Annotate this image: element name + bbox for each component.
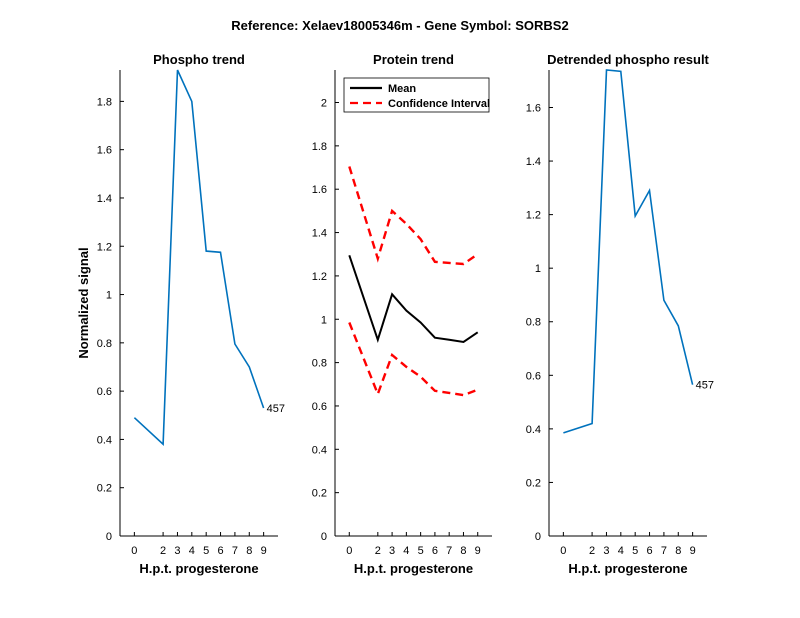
x-tick-label: 2 <box>589 545 595 557</box>
y-axis-label: Normalized signal <box>76 247 91 358</box>
panel-title: Detrended phospho result <box>547 52 709 67</box>
y-tick-label: 1 <box>321 314 327 326</box>
series-line-unnamed-0 <box>563 69 694 434</box>
x-axis-label: H.p.t. progesterone <box>139 561 258 576</box>
x-tick-label: 2 <box>160 545 166 557</box>
series-line-unnamed-2 <box>348 322 479 398</box>
x-tick-label: 0 <box>560 545 566 557</box>
y-tick-label: 1.8 <box>312 141 327 153</box>
x-tick-label: 6 <box>217 545 223 557</box>
x-tick-label: 0 <box>131 545 137 557</box>
y-tick-label: 0.8 <box>526 317 541 329</box>
y-tick-label: 1 <box>106 290 112 302</box>
x-tick-label: 6 <box>432 545 438 557</box>
x-axis-label: H.p.t. progesterone <box>354 561 473 576</box>
x-tick-label: 8 <box>460 545 466 557</box>
y-tick-label: 1.6 <box>97 145 112 157</box>
y-tick-label: 1.2 <box>97 241 112 253</box>
y-tick-label: 0.2 <box>526 477 541 489</box>
y-tick-label: 0 <box>535 531 541 543</box>
legend-entry: Confidence Interval <box>388 98 490 110</box>
figure-title: Reference: Xelaev18005346m - Gene Symbol… <box>231 18 568 33</box>
series-line-unnamed-0 <box>133 69 265 446</box>
y-tick-label: 1.4 <box>312 228 327 240</box>
legend: Mean Confidence Interval <box>343 77 490 113</box>
y-tick-label: 0.6 <box>526 370 541 382</box>
x-tick-label: 3 <box>174 545 180 557</box>
y-tick-label: 0.4 <box>526 424 541 436</box>
panel-title: Phospho trend <box>153 52 245 67</box>
y-tick-label: 0.6 <box>312 401 327 413</box>
y-tick-label: 1.6 <box>526 102 541 114</box>
y-tick-label: 0.8 <box>97 338 112 350</box>
x-tick-label: 8 <box>246 545 252 557</box>
x-tick-label: 9 <box>475 545 481 557</box>
x-tick-label: 2 <box>375 545 381 557</box>
point-annotation: 457 <box>696 380 714 392</box>
legend-box <box>343 77 490 113</box>
chart-panel-1: Phospho trend 0 0.2 0.4 0.6 0.8 1 1.2 1.4 1.6 1.8 0… <box>76 52 285 576</box>
series-line-confidence-interval <box>348 166 479 266</box>
y-tick-label: 0.4 <box>97 434 112 446</box>
y-tick-label: 0 <box>321 531 327 543</box>
y-tick-label: 0.2 <box>97 483 112 495</box>
x-tick-label: 0 <box>346 545 352 557</box>
x-tick-label: 5 <box>203 545 209 557</box>
x-tick-label: 7 <box>446 545 452 557</box>
y-tick-label: 0.6 <box>97 386 112 398</box>
y-tick-label: 1.4 <box>526 156 541 168</box>
x-tick-label: 3 <box>389 545 395 557</box>
x-tick-label: 8 <box>675 545 681 557</box>
x-tick-label: 3 <box>603 545 609 557</box>
panel-title: Protein trend <box>373 52 454 67</box>
x-axis-label: H.p.t. progesterone <box>568 561 687 576</box>
x-tick-label: 6 <box>646 545 652 557</box>
point-annotation: 457 <box>267 403 285 415</box>
x-tick-label: 5 <box>418 545 424 557</box>
x-tick-label: 9 <box>261 545 267 557</box>
y-tick-label: 0.2 <box>312 488 327 500</box>
x-tick-label: 7 <box>232 545 238 557</box>
y-tick-label: 1.4 <box>97 193 112 205</box>
series-line-mean <box>348 254 479 344</box>
y-tick-label: 1.6 <box>312 184 327 196</box>
legend-entry: Mean <box>388 83 416 95</box>
x-tick-label: 5 <box>632 545 638 557</box>
y-tick-label: 1.2 <box>526 210 541 222</box>
x-tick-label: 4 <box>403 545 409 557</box>
y-tick-label: 0.8 <box>312 358 327 370</box>
x-tick-label: 4 <box>618 545 624 557</box>
y-tick-label: 0.4 <box>312 444 327 456</box>
chart-panel-2: Protein trend 0 0.2 0.4 0.6 0.8 1 1.2 1.4 1.6 1.8 2… <box>312 52 492 576</box>
y-tick-label: 1.8 <box>97 96 112 108</box>
chart-panel-3: Detrended phospho result 0 0.2 0.4 0.6 0.8 1 1.… <box>526 52 714 576</box>
x-tick-label: 9 <box>690 545 696 557</box>
x-tick-label: 4 <box>189 545 195 557</box>
y-tick-label: 0 <box>106 531 112 543</box>
x-tick-label: 7 <box>661 545 667 557</box>
y-tick-label: 1 <box>535 263 541 275</box>
y-tick-label: 1.2 <box>312 271 327 283</box>
y-tick-label: 2 <box>321 98 327 110</box>
